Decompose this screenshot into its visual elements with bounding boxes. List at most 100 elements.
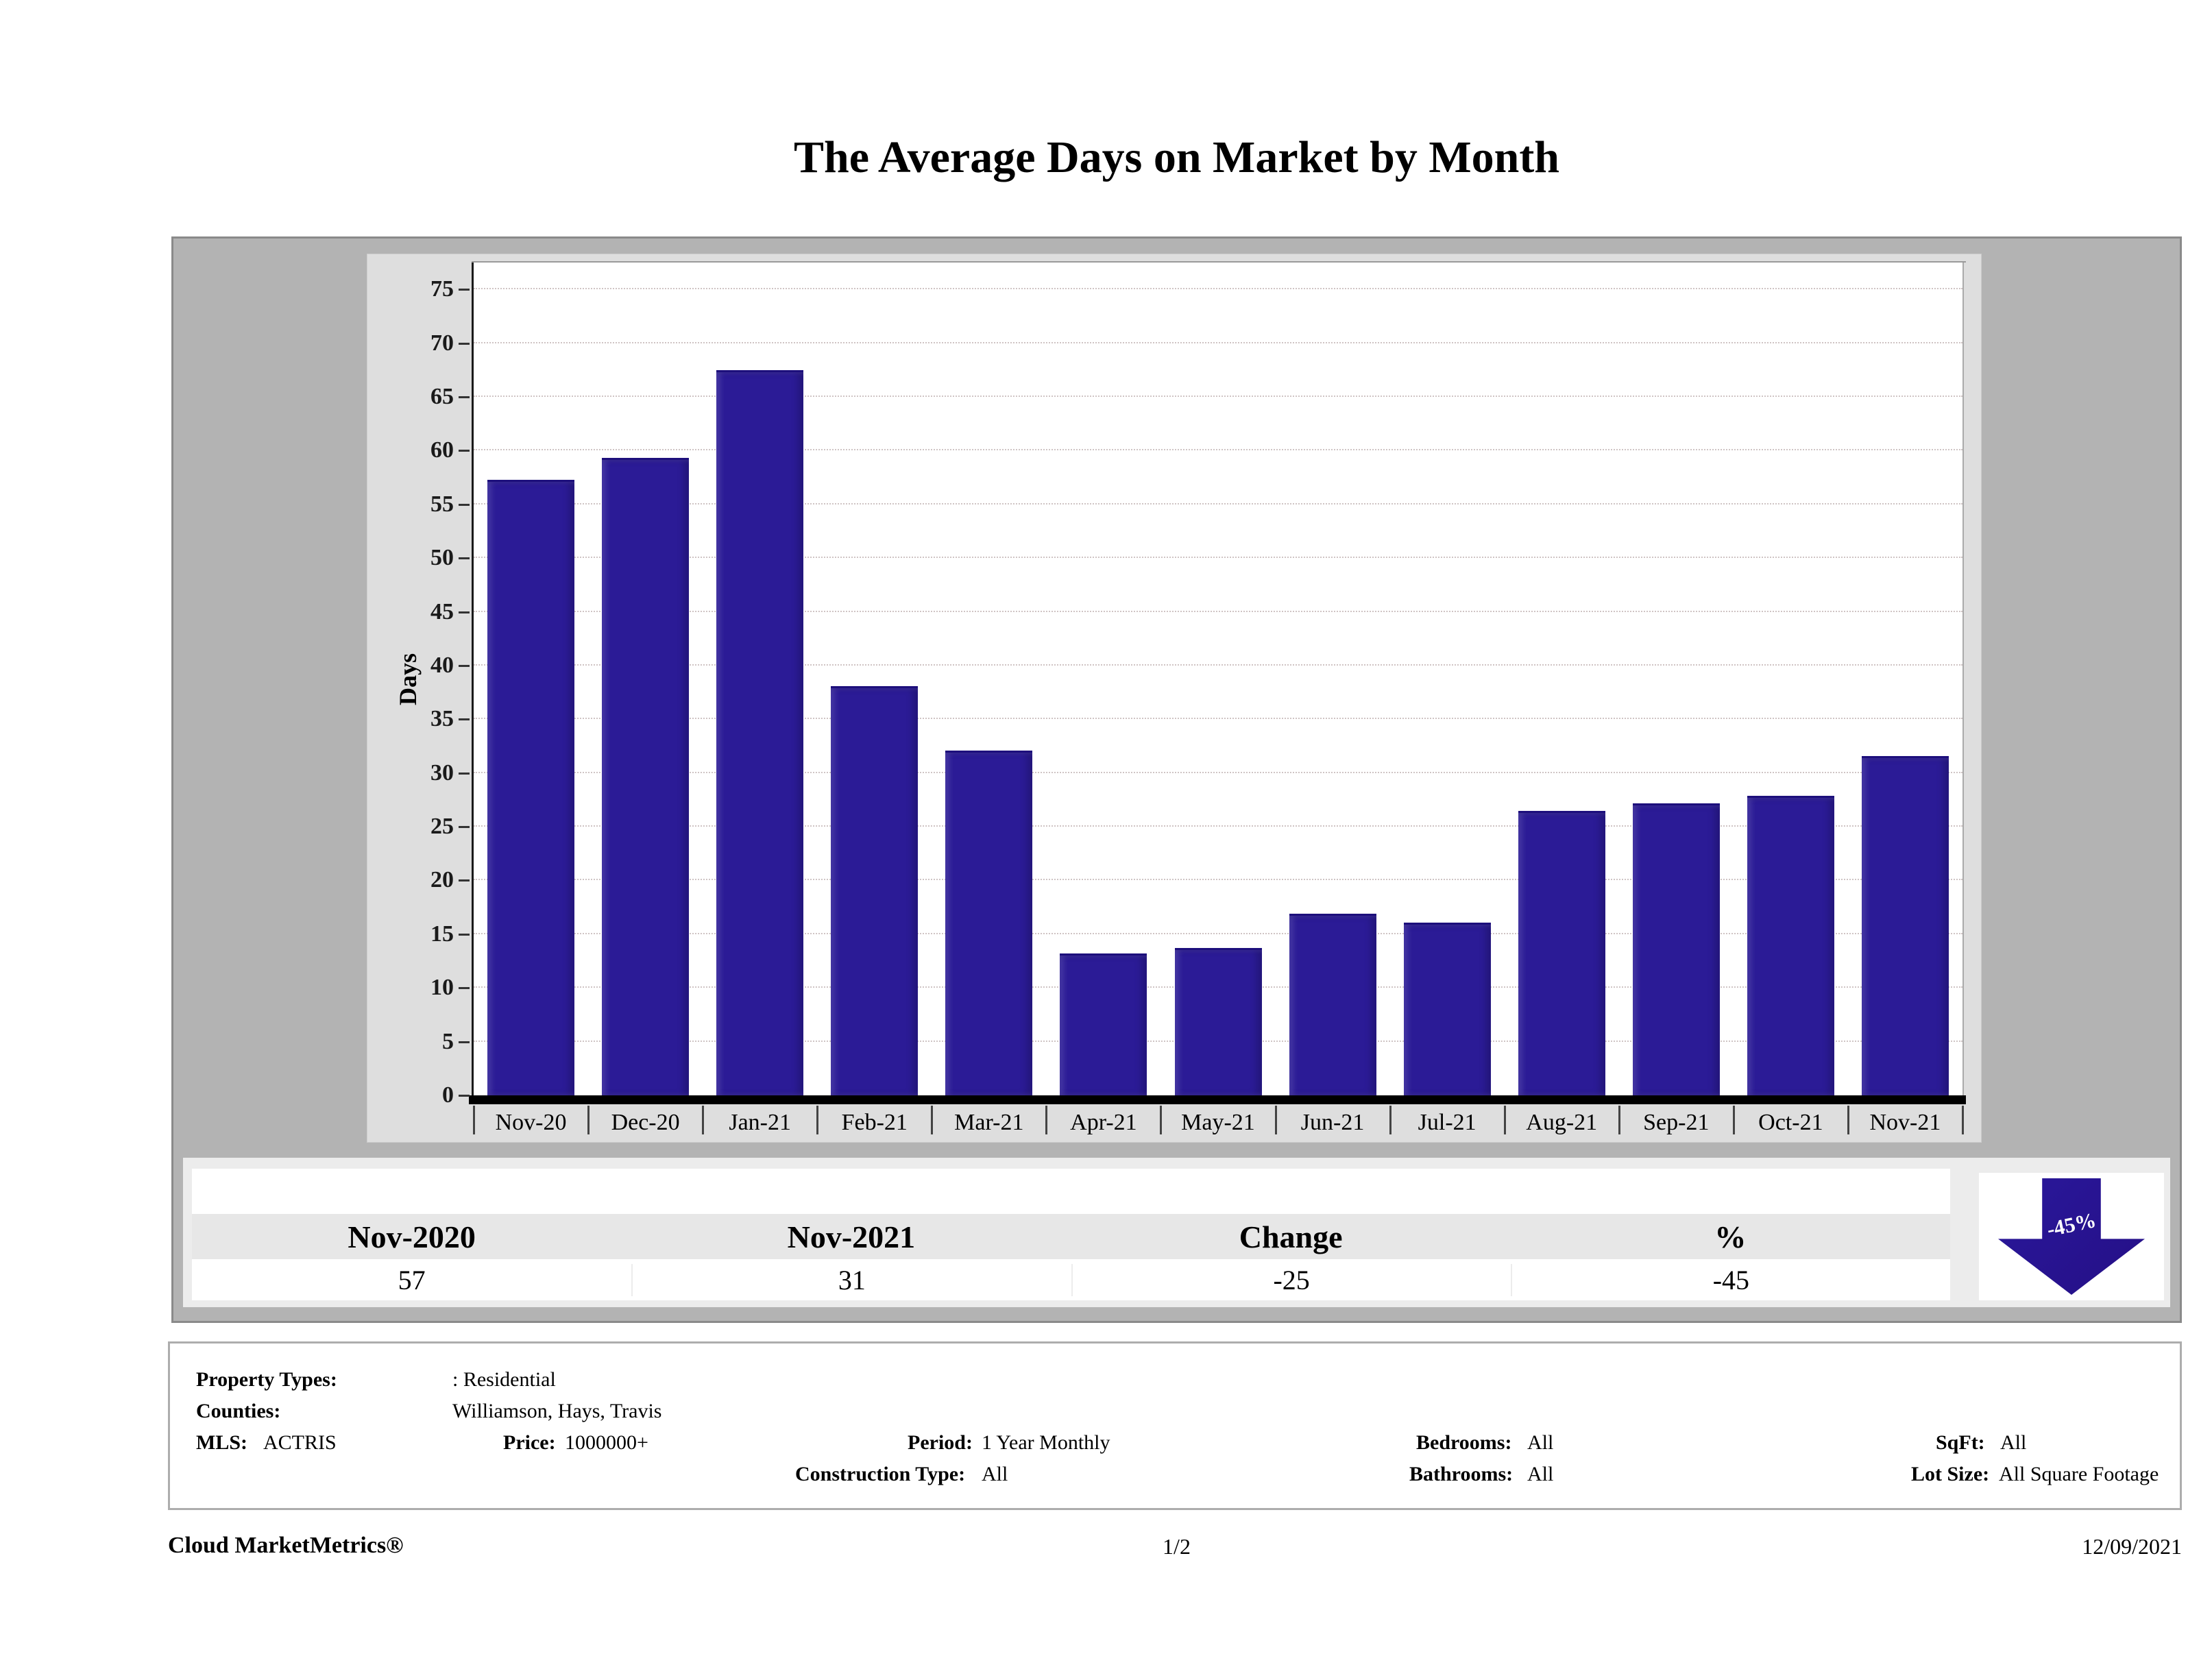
summary-value-nov-2021: 31	[631, 1263, 1071, 1296]
x-label-May-21: May-21	[1181, 1110, 1255, 1135]
y-tick-mark-65	[459, 396, 470, 398]
y-tick-label-35: 35	[430, 706, 454, 732]
gridline-45	[474, 610, 1962, 612]
x-tick-mark-5	[1045, 1106, 1048, 1134]
summary-value-percent: -45	[1510, 1263, 1950, 1296]
bar-Aug-21	[1518, 810, 1605, 1095]
lot-size-label: Lot Size:	[1911, 1463, 1990, 1485]
footer-page-number: 1/2	[1163, 1534, 1191, 1559]
gridline-35	[474, 718, 1962, 720]
y-tick-label-60: 60	[430, 437, 454, 463]
x-label-Nov-20: Nov-20	[495, 1110, 567, 1135]
x-label-Jul-21: Jul-21	[1418, 1110, 1476, 1135]
x-label-Oct-21: Oct-21	[1758, 1110, 1823, 1135]
y-tick-label-75: 75	[430, 276, 454, 302]
mls-value: ACTRIS	[263, 1431, 337, 1454]
x-label-Feb-21: Feb-21	[841, 1110, 908, 1135]
summary-section: Nov-2020 Nov-2021 Change % 57 31 -25 -45…	[183, 1158, 2170, 1307]
y-tick-label-40: 40	[430, 652, 454, 678]
y-tick-mark-75	[459, 289, 470, 291]
y-tick-mark-20	[459, 879, 470, 882]
sqft-value: All	[2000, 1431, 2027, 1454]
y-tick-label-20: 20	[430, 867, 454, 893]
y-axis-line	[472, 263, 474, 1095]
bar-Sep-21	[1632, 803, 1720, 1095]
summary-value-nov-2020: 57	[398, 1264, 426, 1296]
bar-Jan-21	[716, 369, 804, 1095]
x-tick-mark-9	[1503, 1106, 1506, 1134]
y-tick-mark-25	[459, 826, 470, 829]
page-title: The Average Days on Market by Month	[793, 132, 1560, 182]
change-indicator: -45%	[1979, 1173, 2164, 1300]
x-tick-mark-11	[1732, 1106, 1735, 1134]
x-label-Nov-21: Nov-21	[1869, 1110, 1941, 1135]
gridline-20	[474, 879, 1962, 881]
y-tick-mark-0	[459, 1095, 470, 1097]
plot-border-top	[472, 261, 1966, 263]
y-tick-mark-45	[459, 611, 470, 613]
x-tick-mark-12	[1847, 1106, 1849, 1134]
construction-type-label: Construction Type:	[795, 1463, 966, 1485]
gridline-40	[474, 664, 1962, 666]
x-tick-mark-4	[931, 1106, 934, 1134]
y-tick-label-45: 45	[430, 598, 454, 624]
y-tick-mark-70	[459, 342, 470, 345]
period-label: Period:	[908, 1431, 973, 1454]
bar-Nov-20	[487, 479, 575, 1095]
plot-border-right	[1962, 263, 1964, 1095]
y-axis-title: Days	[394, 653, 422, 705]
y-tick-mark-5	[459, 1041, 470, 1043]
y-tick-label-15: 15	[430, 921, 454, 947]
y-tick-label-10: 10	[430, 975, 454, 1001]
footer-date: 12/09/2021	[2082, 1534, 2182, 1559]
summary-value-change: -25	[1071, 1263, 1511, 1296]
property-types-label: Property Types:	[196, 1368, 337, 1391]
gridline-25	[474, 825, 1962, 827]
price-label: Price:	[503, 1431, 556, 1454]
y-tick-mark-30	[459, 772, 470, 775]
plot-area	[474, 263, 1962, 1095]
summary-table-value-row: 57 31 -25 -45	[192, 1259, 1950, 1300]
x-tick-mark-3	[816, 1106, 819, 1134]
gridline-65	[474, 395, 1962, 397]
x-axis-line	[469, 1095, 1966, 1104]
lot-size-value: All Square Footage	[1999, 1463, 2159, 1485]
x-tick-mark-10	[1618, 1106, 1620, 1134]
property-types-value: : Residential	[452, 1368, 556, 1391]
mls-label: MLS:	[196, 1431, 247, 1454]
y-tick-label-65: 65	[430, 383, 454, 409]
x-tick-mark-13	[1962, 1106, 1964, 1134]
gridline-50	[474, 557, 1962, 559]
y-axis-ticks: 0 5 10 15 20 25 30 35 40 45 50 55 60 65 70 75	[367, 263, 472, 1108]
summary-header-change: Change	[1239, 1219, 1343, 1254]
sqft-label: SqFt:	[1936, 1431, 1985, 1454]
bar-Mar-21	[945, 750, 1033, 1095]
y-tick-mark-60	[459, 450, 470, 452]
bar-Apr-21	[1060, 953, 1147, 1095]
gridline-15	[474, 932, 1962, 934]
x-axis-labels: Nov-20 Dec-20 Jan-21 Feb-21 Mar-21 Apr-21 May-…	[473, 1104, 1964, 1140]
x-label-Dec-20: Dec-20	[611, 1110, 680, 1135]
summary-header-nov-2020: Nov-2020	[348, 1219, 476, 1254]
x-label-Aug-21: Aug-21	[1526, 1110, 1598, 1135]
bar-Feb-21	[831, 685, 919, 1095]
x-tick-mark-7	[1274, 1106, 1277, 1134]
gridline-70	[474, 341, 1962, 343]
x-label-Sep-21: Sep-21	[1643, 1110, 1710, 1135]
x-label-Jan-21: Jan-21	[729, 1110, 791, 1135]
construction-type-value: All	[982, 1463, 1008, 1485]
y-tick-mark-55	[459, 503, 470, 506]
bar-Dec-20	[602, 458, 690, 1095]
summary-header-percent: %	[1714, 1219, 1747, 1254]
bedrooms-label: Bedrooms:	[1416, 1431, 1512, 1454]
y-tick-label-50: 50	[430, 545, 454, 571]
x-tick-mark-1	[587, 1106, 590, 1134]
y-tick-label-30: 30	[430, 759, 454, 786]
x-tick-mark-6	[1160, 1106, 1163, 1134]
x-tick-mark-8	[1389, 1106, 1391, 1134]
gridline-55	[474, 502, 1962, 504]
y-tick-mark-50	[459, 557, 470, 560]
x-tick-mark-0	[473, 1106, 475, 1134]
price-value: 1000000+	[565, 1431, 648, 1454]
